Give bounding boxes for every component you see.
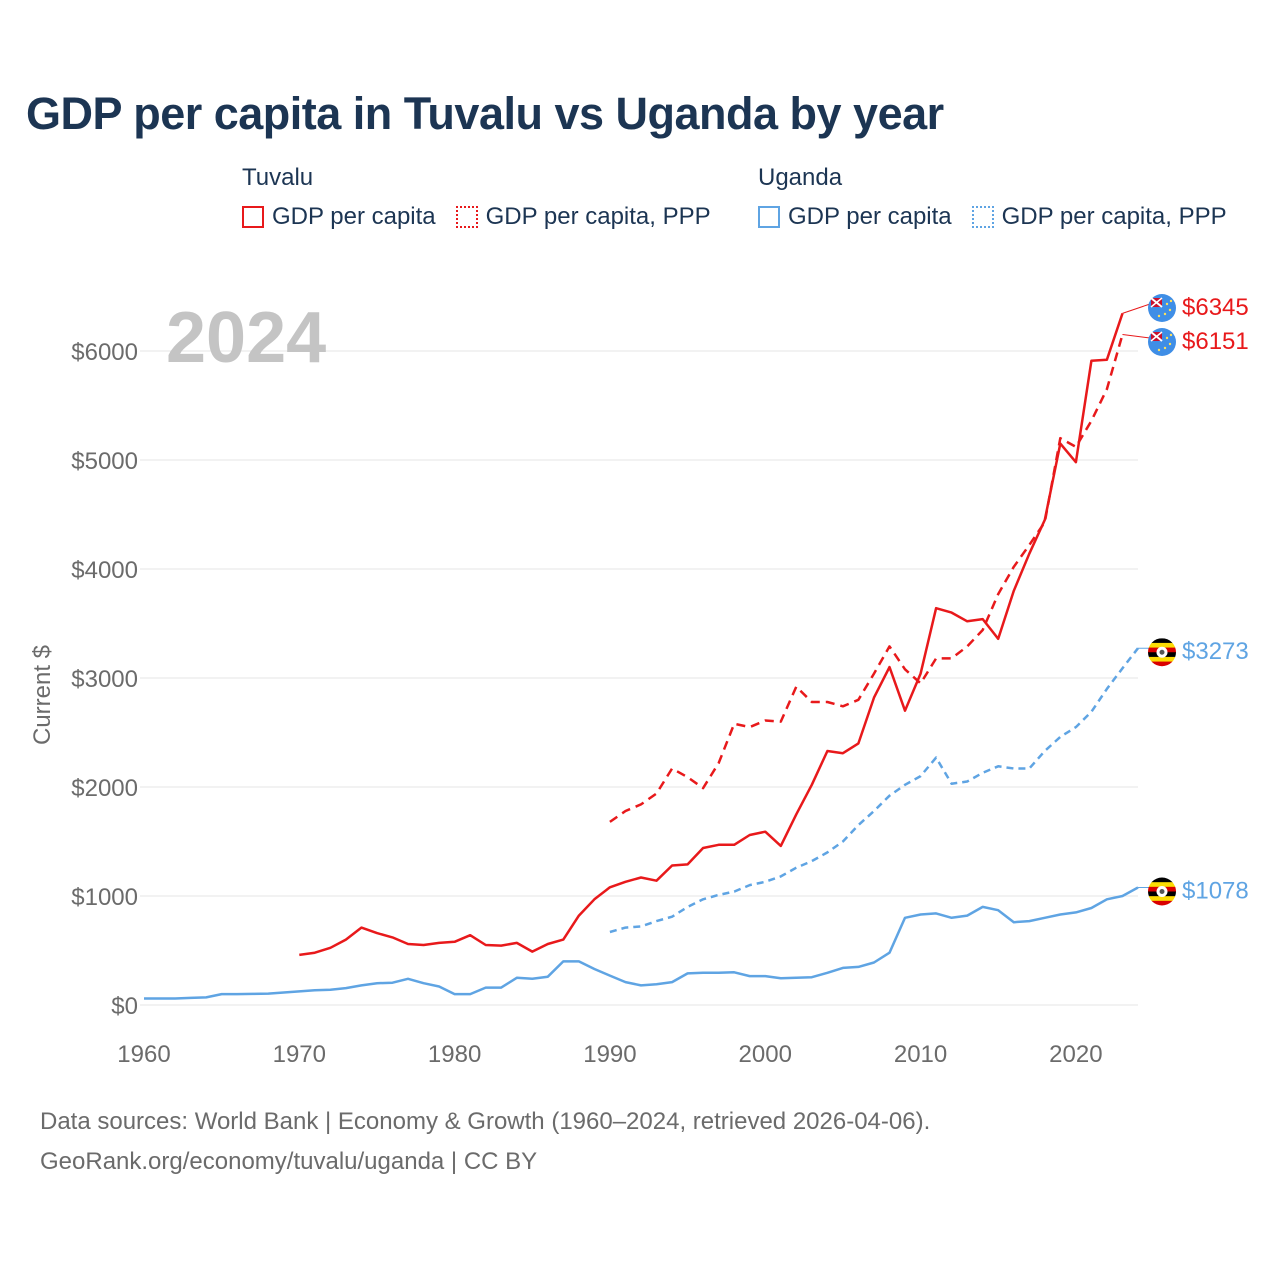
legend-swatch-dotted [971, 206, 994, 228]
series-line-uganda-gdp [144, 886, 1139, 1000]
legend-swatch-solid [242, 206, 264, 228]
legend-country-tuvalu: Tuvalu [242, 164, 314, 191]
uganda-flag-icon [1148, 877, 1176, 906]
tuvalu-flag-icon [1148, 328, 1176, 356]
y-tick-label: $1000 [71, 884, 138, 911]
x-tick-label: 1960 [117, 1041, 170, 1068]
y-tick-label: $0 [111, 993, 138, 1020]
y-axis-label: Current $ [29, 645, 56, 745]
uganda-flag-icon [1148, 638, 1176, 667]
x-tick-label: 2020 [1049, 1041, 1102, 1068]
legend-label: GDP per capita, PPP [485, 203, 711, 230]
tuvalu-flag-icon [1148, 294, 1176, 322]
legend-swatch-solid [758, 206, 780, 228]
chart-title: GDP per capita in Tuvalu vs Uganda by ye… [26, 88, 944, 139]
y-tick-label: $4000 [71, 557, 138, 584]
x-tick-label: 2000 [739, 1041, 792, 1068]
footer-credit: GeoRank.org/economy/tuvalu/uganda | CC B… [40, 1148, 538, 1175]
x-axis: 1960 1970 1980 1990 2000 2010 2020 [117, 1041, 1102, 1068]
x-tick-label: 2010 [894, 1041, 947, 1068]
legend-country-uganda: Uganda [758, 164, 843, 191]
footer-sources: Data sources: World Bank | Economy & Gro… [40, 1108, 931, 1135]
x-tick-label: 1980 [428, 1041, 481, 1068]
leader-line [1122, 334, 1151, 339]
end-label-uganda-gdp: $1078 [1182, 877, 1249, 904]
x-tick-label: 1990 [583, 1041, 636, 1068]
legend-item-tuvalu-ppp[interactable]: GDP per capita, PPP [455, 203, 711, 230]
series-line-tuvalu-ppp [609, 334, 1124, 823]
legend-label: GDP per capita, PPP [1001, 203, 1227, 230]
series-line-tuvalu-gdp [299, 313, 1124, 957]
y-tick-label: $6000 [71, 339, 138, 366]
legend-item-tuvalu-gdp[interactable]: GDP per capita [242, 204, 436, 230]
leader-line [1122, 303, 1151, 314]
legend-swatch-dashed [455, 206, 478, 228]
line-chart: 2024 $0 $1000 $2000 $3000 $4000 $5000 $6000 19… [29, 294, 1249, 1068]
end-label-tuvalu-gdp: $6345 [1182, 294, 1249, 321]
legend-item-uganda-gdp[interactable]: GDP per capita [758, 204, 952, 230]
legend-item-uganda-ppp[interactable]: GDP per capita, PPP [971, 203, 1227, 230]
legend-label: GDP per capita [788, 203, 952, 230]
end-labels: $6345 $6151 $1078 $3273 [1122, 294, 1249, 906]
series-line-uganda-ppp [609, 647, 1139, 934]
legend-label: GDP per capita [272, 203, 436, 230]
end-label-tuvalu-ppp: $6151 [1182, 328, 1249, 355]
year-watermark: 2024 [166, 298, 326, 378]
y-tick-label: $2000 [71, 775, 138, 802]
grid-lines [140, 350, 1138, 1006]
legend-uganda: Uganda GDP per capita GDP per capita, PP… [758, 162, 1247, 230]
y-tick-label: $5000 [71, 448, 138, 475]
y-axis: $0 $1000 $2000 $3000 $4000 $5000 $6000 [71, 339, 138, 1020]
x-tick-label: 1970 [273, 1041, 326, 1068]
legend-tuvalu: Tuvalu GDP per capita GDP per capita, PP… [242, 162, 731, 230]
end-label-uganda-ppp: $3273 [1182, 638, 1249, 665]
y-tick-label: $3000 [71, 666, 138, 693]
series-lines [144, 313, 1139, 1000]
